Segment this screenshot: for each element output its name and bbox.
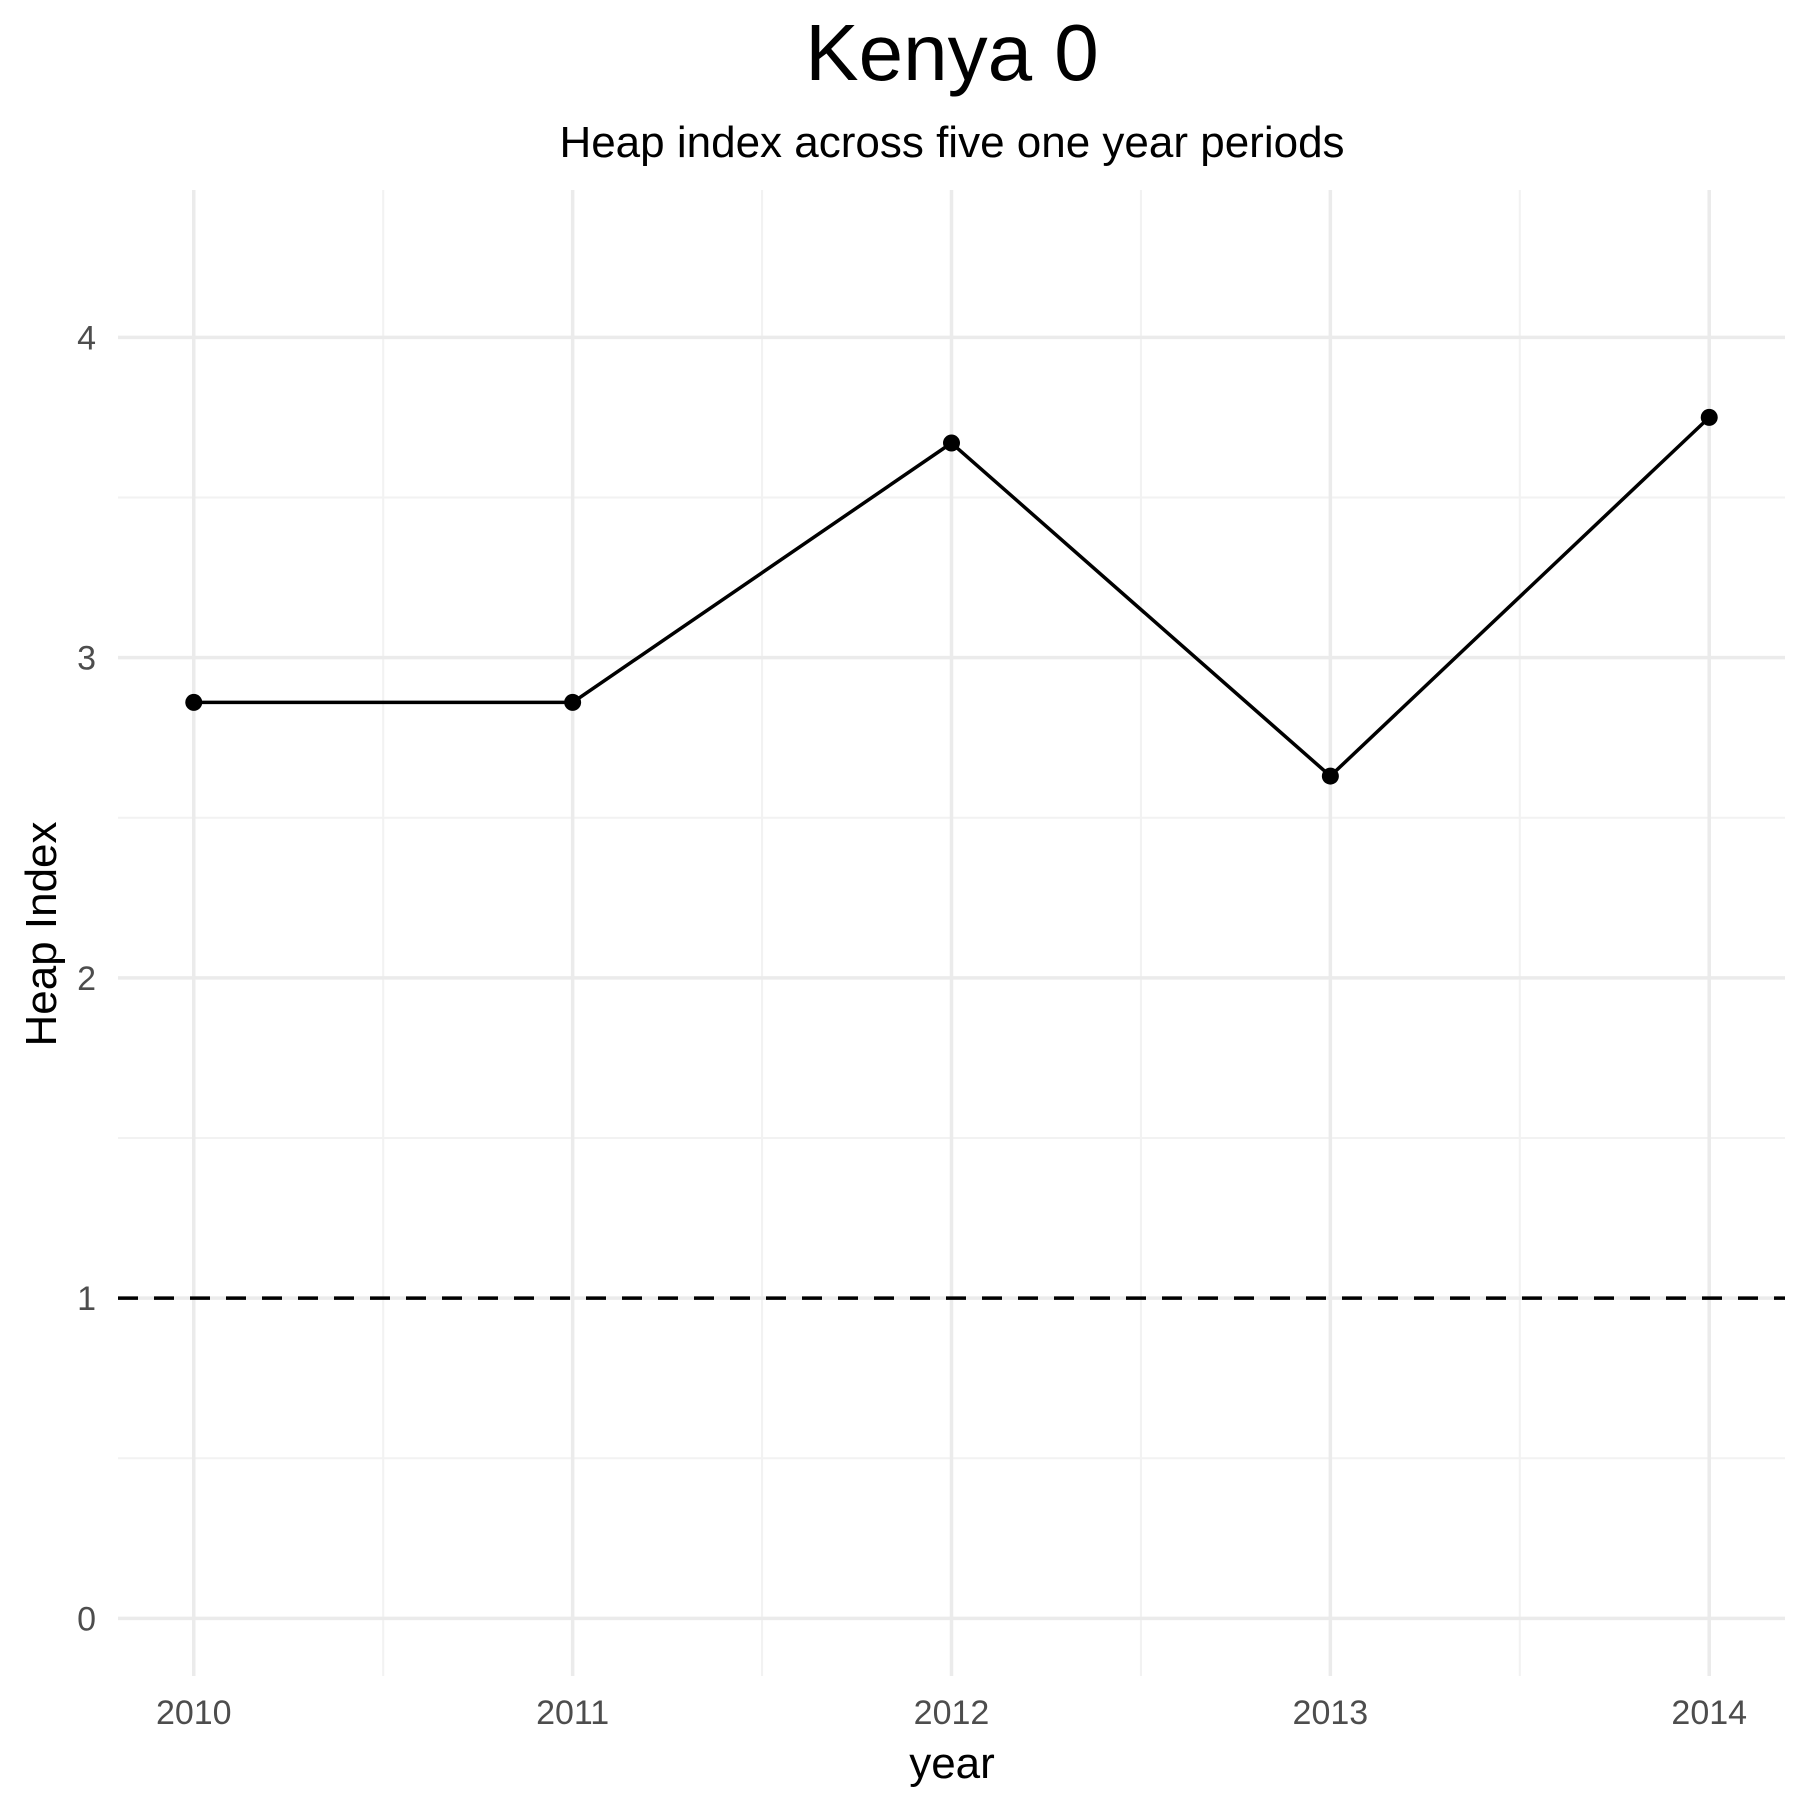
y-tick-label: 3	[77, 640, 96, 678]
y-tick-label: 1	[77, 1280, 96, 1318]
y-tick-labels: 0 1 2 3 4	[77, 319, 96, 1638]
data-point	[943, 434, 960, 452]
x-tick-label: 2010	[156, 1694, 232, 1732]
y-tick-label: 4	[77, 319, 96, 357]
x-tick-labels: 2010 2011 2012 2013 2014	[156, 1694, 1747, 1732]
y-axis-title: Heap Index	[17, 821, 66, 1046]
x-tick-label: 2012	[914, 1694, 990, 1732]
x-tick-label: 2014	[1671, 1694, 1747, 1732]
data-point	[1700, 408, 1718, 426]
chart-subtitle: Heap index across five one year periods	[559, 118, 1344, 167]
data-point	[1321, 767, 1339, 785]
x-tick-label: 2011	[536, 1694, 609, 1732]
x-axis-title: year	[909, 1739, 995, 1788]
x-tick-label: 2013	[1293, 1694, 1369, 1732]
chart-title: Kenya 0	[805, 8, 1099, 97]
y-tick-label: 0	[77, 1600, 96, 1638]
major-gridlines	[118, 190, 1785, 1676]
series-group	[185, 408, 1718, 785]
y-tick-label: 2	[77, 960, 96, 998]
data-point	[185, 693, 203, 711]
data-point	[564, 693, 582, 711]
